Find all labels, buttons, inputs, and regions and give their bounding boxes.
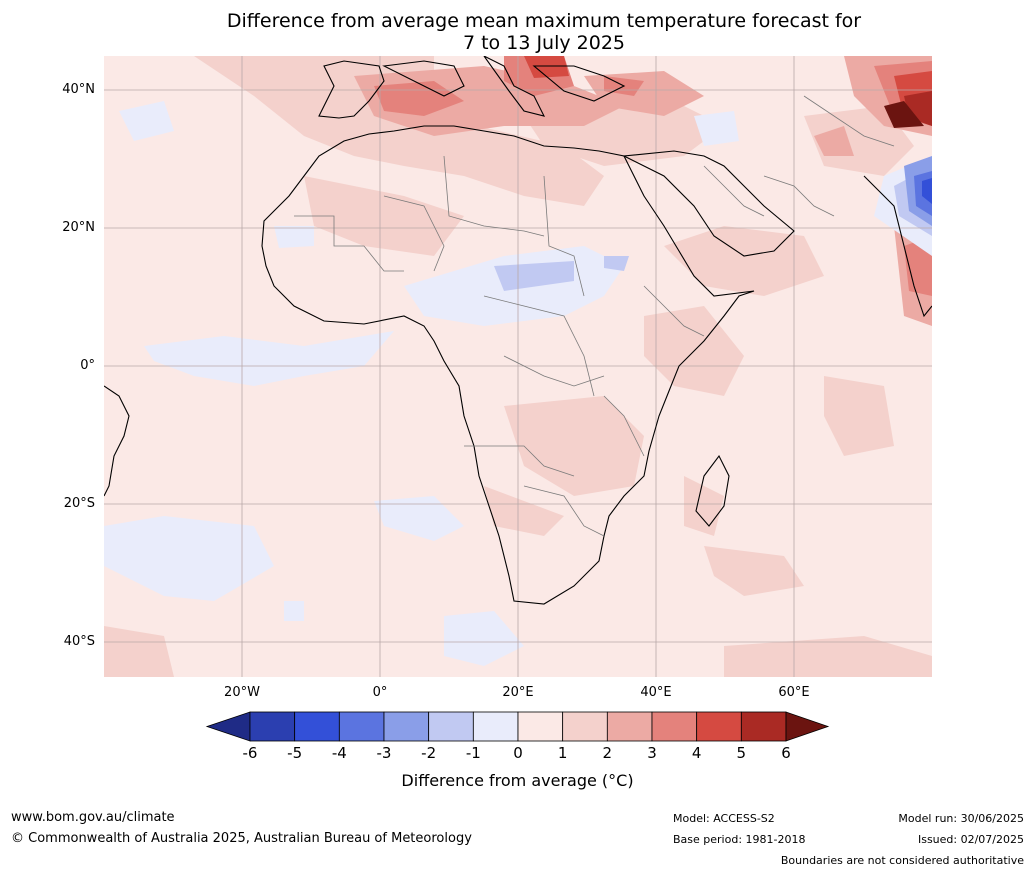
colorbar-tick-label: -5 [287, 744, 303, 762]
lon-label-60e: 60°E [778, 685, 810, 700]
lon-label-40e: 40°E [640, 685, 672, 700]
colorbar-segment [696, 711, 742, 742]
colorbar-tick-label: -6 [242, 744, 258, 762]
colorbar-label: Difference from average (°C) [401, 771, 634, 790]
lon-label-20e: 20°E [502, 685, 534, 700]
map-title: Difference from average mean maximum tem… [0, 10, 1035, 54]
lat-label-equator: 0° [80, 358, 95, 373]
colorbar-tick-label: -2 [421, 744, 437, 762]
colorbar-tick-label: 4 [691, 744, 702, 762]
colorbar-segment [428, 711, 474, 742]
colorbar-tick-label: 3 [647, 744, 657, 762]
colorbar-tick-label: 5 [736, 744, 747, 762]
country-borders [294, 95, 895, 537]
copyright-text: © Commonwealth of Australia 2025, Austra… [11, 831, 472, 846]
lon-label-0: 0° [372, 685, 388, 700]
title-line-2: 7 to 13 July 2025 [462, 32, 626, 54]
colorbar-extend-low [205, 711, 251, 742]
temperature-anomaly-map [104, 56, 932, 677]
anomaly-4-plus-regions [524, 56, 932, 128]
colorbar-segment [472, 711, 519, 742]
colorbar-segment [294, 711, 340, 742]
colorbar-segment [606, 711, 653, 742]
disclaimer-text: Boundaries are not considered authoritat… [780, 854, 1024, 867]
colorbar-segment [517, 711, 564, 742]
anomaly-negative-deep-regions [904, 156, 932, 226]
colorbar-tick-label: 1 [557, 744, 568, 762]
coastlines [104, 56, 932, 605]
colorbar-segment [740, 711, 787, 742]
model-run-text: Model run: 30/06/2025 [898, 812, 1024, 825]
lat-label-40n: 40°N [62, 82, 95, 97]
model-text: Model: ACCESS-S2 [673, 812, 775, 825]
colorbar-tick-label: 2 [602, 744, 613, 762]
colorbar-tick-label: 6 [781, 744, 791, 762]
lon-label-20w: 20°W [224, 685, 260, 700]
colorbar-segment [383, 711, 430, 742]
graticule [104, 56, 932, 677]
lat-label-20s: 20°S [63, 496, 95, 511]
website-link[interactable]: www.bom.gov.au/climate [11, 810, 175, 825]
colorbar-segment [651, 711, 698, 742]
colorbar-segment [562, 711, 608, 742]
colorbar-tick-label: 0 [513, 744, 523, 762]
base-period-text: Base period: 1981-2018 [673, 833, 806, 846]
colorbar-extend-high [785, 711, 830, 742]
map-canvas [104, 56, 932, 677]
colorbar-tick-label: -3 [376, 744, 392, 762]
lat-label-40s: 40°S [63, 634, 95, 649]
title-line-1: Difference from average mean maximum tem… [226, 10, 862, 32]
colorbar-tick-label: -1 [465, 744, 481, 762]
colorbar-segment [338, 711, 385, 742]
lat-label-20n: 20°N [62, 220, 95, 235]
colorbar-segment [249, 711, 296, 742]
colorbar-tick-label: -4 [331, 744, 347, 762]
issued-text: Issued: 02/07/2025 [917, 833, 1024, 846]
